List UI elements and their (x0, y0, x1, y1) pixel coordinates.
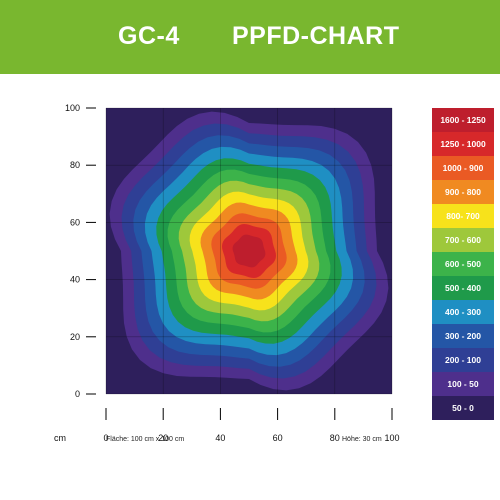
y-axis: 0 20 40 60 80 100 (65, 103, 96, 399)
legend-item-1: 1250 - 1000 (432, 132, 494, 156)
legend-item-5: 700 - 600 (432, 228, 494, 252)
legend-item-2: 1000 - 900 (432, 156, 494, 180)
legend-item-7: 500 - 400 (432, 276, 494, 300)
area-note: Fläche: 100 cm x 100 cm (106, 436, 185, 443)
legend-item-8: 400 - 300 (432, 300, 494, 324)
legend-item-12: 50 - 0 (432, 396, 494, 420)
x-tick-label-1: 20 (158, 433, 168, 443)
legend-item-0: 1600 - 1250 (432, 108, 494, 132)
band-0 (232, 234, 266, 268)
x-tick-label-2: 40 (215, 433, 225, 443)
height-note: Höhe: 30 cm (342, 436, 382, 443)
ppfd-contours (106, 108, 392, 394)
x-axis-unit-label: cm (54, 433, 66, 443)
y-tick-label-2: 40 (70, 275, 80, 285)
x-tick-label-0: 0 (103, 433, 108, 443)
header-banner: GC-4 PPFD-CHART (0, 0, 500, 74)
legend-item-6: 600 - 500 (432, 252, 494, 276)
chart-title: PPFD-CHART (232, 22, 400, 50)
y-tick-label-1: 20 (70, 332, 80, 342)
legend-item-3: 900 - 800 (432, 180, 494, 204)
y-tick-label-4: 80 (70, 160, 80, 170)
legend-item-11: 100 - 50 (432, 372, 494, 396)
ppfd-legend: 1600 - 1250 1250 - 1000 1000 - 900 900 - 80… (432, 108, 494, 420)
x-tick-label-4: 80 (330, 433, 340, 443)
legend-item-4: 800- 700 (432, 204, 494, 228)
product-title: GC-4 (118, 22, 180, 50)
legend-item-9: 300 - 200 (432, 324, 494, 348)
y-tick-label-3: 60 (70, 217, 80, 227)
x-tick-label-3: 60 (273, 433, 283, 443)
x-tick-label-5: 100 (384, 433, 399, 443)
y-tick-label-5: 100 (65, 103, 80, 113)
legend-item-10: 200 - 100 (432, 348, 494, 372)
y-tick-label-0: 0 (75, 389, 80, 399)
plot-grid (105, 107, 393, 395)
x-axis: 0 20 40 60 80 100 cm (54, 408, 400, 443)
